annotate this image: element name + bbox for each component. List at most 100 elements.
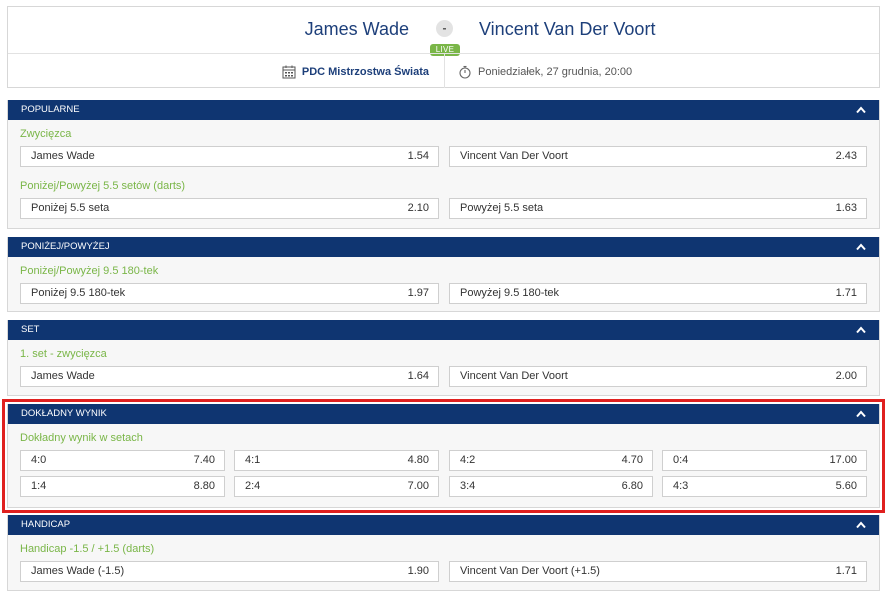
odd-value: 1.71 xyxy=(835,565,857,577)
section-title: PONIŻEJ/POWYŻEJ xyxy=(21,241,110,252)
odd-button[interactable]: Vincent Van Der Voort 2.00 xyxy=(449,366,867,387)
outcome-label: James Wade xyxy=(31,150,95,162)
chevron-up-icon[interactable] xyxy=(856,521,866,529)
market-group-title: Dokładny wynik w setach xyxy=(20,432,143,444)
section-title: POPULARNE xyxy=(21,104,80,115)
odd-value: 1.71 xyxy=(835,287,857,299)
outcome-label: 3:4 xyxy=(460,480,476,492)
odd-button[interactable]: James Wade (-1.5) 1.90 xyxy=(20,561,439,582)
vs-separator: - xyxy=(436,20,453,37)
odd-button[interactable]: Vincent Van Der Voort (+1.5) 1.71 xyxy=(449,561,867,582)
odd-button[interactable]: 3:4 6.80 xyxy=(449,476,653,497)
odd-value: 7.40 xyxy=(193,454,215,466)
outcome-label: 1:4 xyxy=(31,480,47,492)
odd-button[interactable]: Powyżej 9.5 180-tek 1.71 xyxy=(449,283,867,304)
market-group-title: Poniżej/Powyżej 9.5 180-tek xyxy=(20,265,159,277)
info-divider xyxy=(444,54,445,88)
odd-value: 1.90 xyxy=(407,565,429,577)
odd-value: 6.80 xyxy=(621,480,643,492)
section-title: SET xyxy=(21,324,40,335)
market-group-title: Zwycięzca xyxy=(20,128,72,140)
outcome-label: Vincent Van Der Voort (+1.5) xyxy=(460,565,600,577)
outcome-label: 4:3 xyxy=(673,480,689,492)
odd-value: 1.54 xyxy=(407,150,429,162)
odds-row: James Wade 1.54 Vincent Van Der Voort 2.43 xyxy=(8,146,879,167)
market-group-title: Handicap -1.5 / +1.5 (darts) xyxy=(20,543,155,555)
away-team-name[interactable]: Vincent Van Der Voort xyxy=(479,19,656,39)
odds-row: James Wade (-1.5) 1.90 Vincent Van Der Vo… xyxy=(8,561,879,582)
market-section-set: SET 1. set - zwycięzca James Wade 1.64 Vi… xyxy=(7,320,880,396)
odd-button[interactable]: 2:4 7.00 xyxy=(234,476,439,497)
odd-button[interactable]: James Wade 1.64 xyxy=(20,366,439,387)
market-section-exact-score: DOKŁADNY WYNIK Dokładny wynik w setach 4… xyxy=(7,404,880,508)
outcome-label: Powyżej 5.5 seta xyxy=(460,202,544,214)
outcome-label: 0:4 xyxy=(673,454,689,466)
outcome-label: 2:4 xyxy=(245,480,261,492)
odd-button[interactable]: Poniżej 9.5 180-tek 1.97 xyxy=(20,283,439,304)
odd-button[interactable]: James Wade 1.54 xyxy=(20,146,439,167)
outcome-label: Poniżej 5.5 seta xyxy=(31,202,110,214)
odd-button[interactable]: 4:2 4.70 xyxy=(449,450,653,471)
odd-value: 2.10 xyxy=(407,202,429,214)
chevron-up-icon[interactable] xyxy=(856,243,866,251)
odd-button[interactable]: Vincent Van Der Voort 2.43 xyxy=(449,146,867,167)
calendar-icon xyxy=(282,65,296,79)
competition-name: PDC Mistrzostwa Świata xyxy=(301,66,429,78)
chevron-up-icon[interactable] xyxy=(856,410,866,418)
market-group-title: 1. set - zwycięzca xyxy=(20,348,107,360)
section-header[interactable]: SET xyxy=(8,320,879,340)
odd-value: 1.97 xyxy=(407,287,429,299)
outcome-label: Poniżej 9.5 180-tek xyxy=(31,287,126,299)
odd-button[interactable]: 4:3 5.60 xyxy=(662,476,867,497)
odd-value: 17.00 xyxy=(829,454,857,466)
outcome-label: Vincent Van Der Voort xyxy=(460,370,568,382)
chevron-up-icon[interactable] xyxy=(856,326,866,334)
odd-value: 4.80 xyxy=(407,454,429,466)
outcome-label: James Wade xyxy=(31,370,95,382)
competition-link[interactable]: PDC Mistrzostwa Świata xyxy=(282,64,429,80)
odd-button[interactable]: 4:1 4.80 xyxy=(234,450,439,471)
odds-row: Poniżej 5.5 seta 2.10 Powyżej 5.5 seta 1.6… xyxy=(8,198,879,219)
match-datetime: Poniedziałek, 27 grudnia, 20:00 xyxy=(458,64,632,80)
odd-button[interactable]: 0:4 17.00 xyxy=(662,450,867,471)
live-badge: LIVE xyxy=(430,44,460,56)
header-divider xyxy=(8,53,879,54)
outcome-label: 4:2 xyxy=(460,454,476,466)
outcome-label: 4:1 xyxy=(245,454,261,466)
odds-row: 1:4 8.80 2:4 7.00 3:4 6.80 4:3 5.60 xyxy=(8,476,879,497)
odds-row: Poniżej 9.5 180-tek 1.97 Powyżej 9.5 180-… xyxy=(8,283,879,304)
outcome-label: Powyżej 9.5 180-tek xyxy=(460,287,560,299)
outcome-label: James Wade (-1.5) xyxy=(31,565,125,577)
section-header[interactable]: POPULARNE xyxy=(8,100,879,120)
odds-row: James Wade 1.64 Vincent Van Der Voort 2.00 xyxy=(8,366,879,387)
market-section-handicap: HANDICAP Handicap -1.5 / +1.5 (darts) Ja… xyxy=(7,515,880,591)
odds-row: 4:0 7.40 4:1 4.80 4:2 4.70 0:4 17.00 xyxy=(8,450,879,471)
chevron-up-icon[interactable] xyxy=(856,106,866,114)
odd-button[interactable]: 1:4 8.80 xyxy=(20,476,225,497)
section-header[interactable]: DOKŁADNY WYNIK xyxy=(8,404,879,424)
odd-button[interactable]: Poniżej 5.5 seta 2.10 xyxy=(20,198,439,219)
teams-row: James Wade - Vincent Van Der Voort LIVE xyxy=(8,7,879,56)
odd-button[interactable]: Powyżej 5.5 seta 1.63 xyxy=(449,198,867,219)
odd-value: 5.60 xyxy=(835,480,857,492)
odd-button[interactable]: 4:0 7.40 xyxy=(20,450,225,471)
section-header[interactable]: HANDICAP xyxy=(8,515,879,535)
market-section-popular: POPULARNE Zwycięzca James Wade 1.54 Vince… xyxy=(7,100,880,229)
market-group-title: Poniżej/Powyżej 5.5 setów (darts) xyxy=(20,180,186,192)
outcome-label: Vincent Van Der Voort xyxy=(460,150,568,162)
section-title: HANDICAP xyxy=(21,519,71,530)
match-header: James Wade - Vincent Van Der Voort LIVE … xyxy=(7,6,880,88)
datetime-text: Poniedziałek, 27 grudnia, 20:00 xyxy=(478,66,633,78)
odd-value: 4.70 xyxy=(621,454,643,466)
odd-value: 1.64 xyxy=(407,370,429,382)
section-title: DOKŁADNY WYNIK xyxy=(21,408,107,419)
stopwatch-icon xyxy=(459,65,471,79)
odd-value: 1.63 xyxy=(835,202,857,214)
market-section-over-under: PONIŻEJ/POWYŻEJ Poniżej/Powyżej 9.5 180-… xyxy=(7,237,880,312)
odd-value: 2.43 xyxy=(835,150,857,162)
odd-value: 7.00 xyxy=(407,480,429,492)
odd-value: 2.00 xyxy=(835,370,857,382)
outcome-label: 4:0 xyxy=(31,454,47,466)
section-header[interactable]: PONIŻEJ/POWYŻEJ xyxy=(8,237,879,257)
home-team-name[interactable]: James Wade xyxy=(304,19,409,39)
